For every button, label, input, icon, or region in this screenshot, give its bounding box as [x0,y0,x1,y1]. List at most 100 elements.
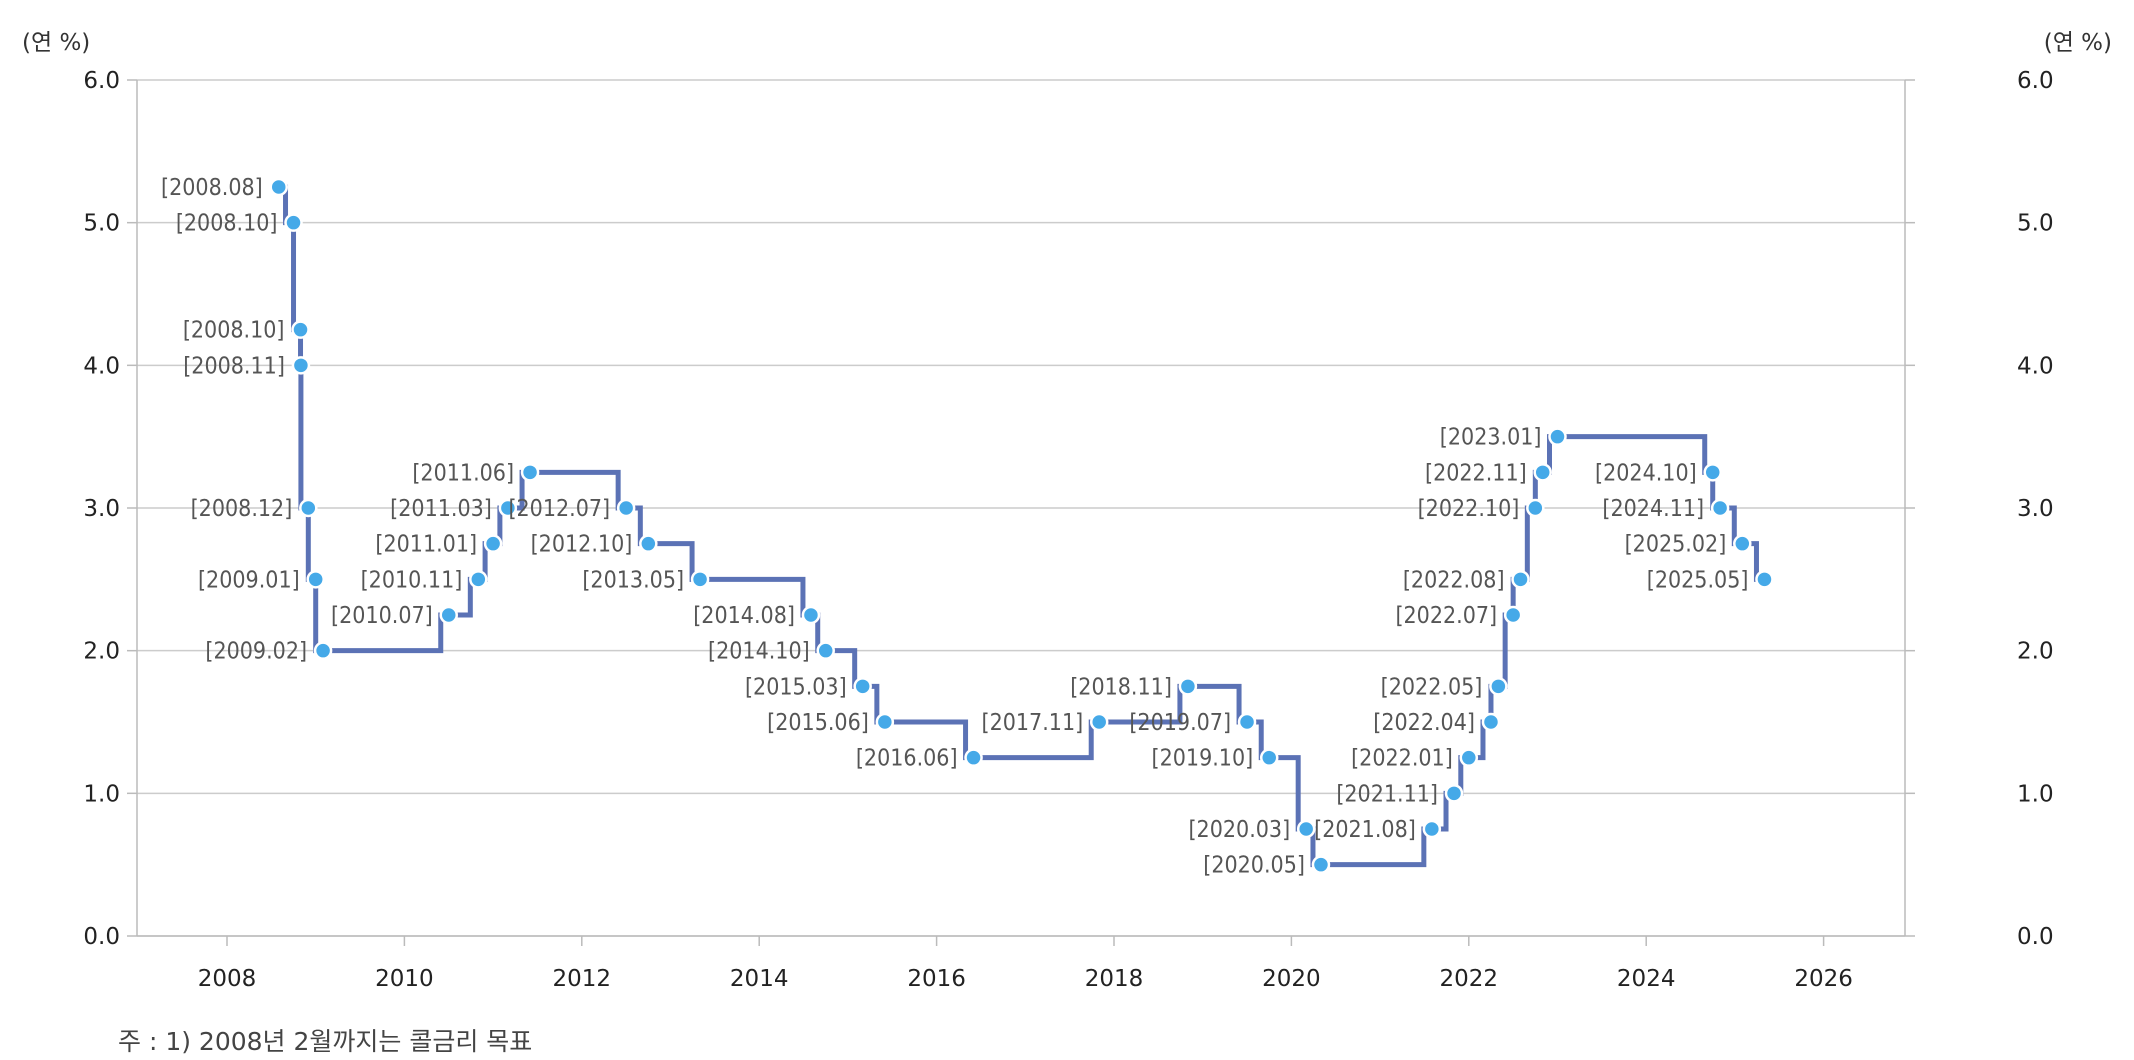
data-point [853,677,872,696]
data-point [1526,498,1545,518]
x-tick-label: 2020 [1262,966,1321,992]
data-point [616,498,636,518]
data-label: [2014.10] [708,639,810,665]
data-point [1481,712,1501,732]
data-label: [2008.11] [183,353,285,379]
data-label: [2025.02] [1625,532,1727,558]
label-layer: [2008.08] [2008.10] [2008.10] [2008.11] [200… [161,175,1748,879]
x-tick-label: 2016 [907,966,966,992]
data-point [520,463,540,482]
data-point [1503,605,1523,625]
y-tick-label-left: 2.0 [83,639,120,665]
data-point [1733,534,1752,553]
data-point [816,641,835,660]
data-point [313,641,333,660]
data-point [306,570,325,589]
data-point [1703,463,1722,482]
y-tick-label-right: 5.0 [2017,211,2054,237]
x-tick-label: 2026 [1794,966,1853,992]
data-point [1296,819,1316,839]
data-point [1755,570,1774,589]
y-tick-label-left: 0.0 [83,924,120,950]
data-label: [2021.11] [1336,781,1438,807]
data-point [483,534,503,553]
data-point [439,605,458,625]
data-label: [2014.08] [693,603,795,629]
data-label: [2008.08] [161,175,263,201]
data-point [291,356,311,375]
data-label: [2022.04] [1373,710,1475,736]
data-label: [2011.01] [375,532,477,558]
x-tick-label: 2014 [730,966,789,992]
data-point [1548,427,1567,446]
x-tick-label: 2010 [375,966,434,992]
data-label: [2025.05] [1647,567,1749,593]
rate-step-line [278,184,1765,868]
axis-layer: 0.0 0.0 1.0 1.0 2.0 2.0 3.0 3.0 4.0 4.0 5.0 5.0 6.0 6… [22,30,2112,992]
y-tick-label-right: 6.0 [2017,68,2054,94]
data-point [639,534,658,553]
y-tick-label-right: 0.0 [2017,924,2054,950]
x-tick-label: 2012 [553,966,612,992]
data-point [801,605,821,625]
data-point [284,213,303,232]
data-label: [2022.07] [1395,603,1497,629]
x-tick-label: 2018 [1085,966,1144,992]
data-point [1444,784,1464,803]
data-label: [2023.01] [1440,425,1542,451]
data-label: [2010.07] [331,603,433,629]
data-point [1237,712,1257,732]
data-point [875,712,895,732]
data-label: [2009.01] [198,567,300,593]
y-tick-label-right: 4.0 [2017,353,2054,379]
data-label: [2022.08] [1403,567,1505,593]
data-point [690,570,710,589]
data-point [964,748,983,767]
data-label: [2011.03] [390,496,492,522]
data-label: [2012.10] [531,532,633,558]
data-point [1089,712,1109,732]
data-label: [2019.07] [1129,710,1231,736]
data-label: [2012.07] [508,496,610,522]
data-label: [2008.10] [176,211,278,237]
data-label: [2011.06] [412,460,514,486]
data-label: [2022.01] [1351,746,1453,772]
data-label: [2024.11] [1602,496,1704,522]
data-label: [2021.08] [1314,817,1416,843]
y-tick-label-left: 5.0 [83,211,120,237]
data-point [1422,819,1442,839]
data-label: [2022.05] [1381,674,1483,700]
data-label: [2010.11] [361,567,463,593]
data-label: [2015.06] [767,710,869,736]
y-unit-right: (연 %) [2044,30,2112,56]
data-label: [2008.10] [183,318,285,344]
y-tick-label-right: 2.0 [2017,639,2054,665]
footnote: 주 : 1) 2008년 2월까지는 콜금리 목표 [118,1027,533,1056]
data-point [1533,463,1552,482]
marker-layer [269,177,1774,874]
y-tick-label-left: 4.0 [83,353,120,379]
data-point [1489,677,1508,696]
data-label: [2024.10] [1595,460,1697,486]
data-point [1459,748,1479,767]
data-point [1178,677,1198,696]
data-point [1311,855,1331,874]
y-unit-left: (연 %) [22,30,90,56]
data-label: [2013.05] [582,567,684,593]
data-label: [2017.11] [982,710,1084,736]
data-label: [2020.05] [1203,853,1305,879]
data-point [1710,498,1730,518]
data-label: [2008.12] [191,496,293,522]
data-point [299,498,318,518]
y-tick-label-left: 6.0 [83,68,120,94]
data-point [498,498,518,518]
data-point [1259,748,1279,767]
data-label: [2015.03] [745,674,847,700]
y-tick-label-left: 3.0 [83,496,120,522]
x-tick-label: 2008 [198,966,257,992]
y-tick-label-right: 1.0 [2017,781,2054,807]
data-label: [2018.11] [1070,674,1172,700]
x-tick-label: 2022 [1440,966,1499,992]
data-point [469,570,488,589]
